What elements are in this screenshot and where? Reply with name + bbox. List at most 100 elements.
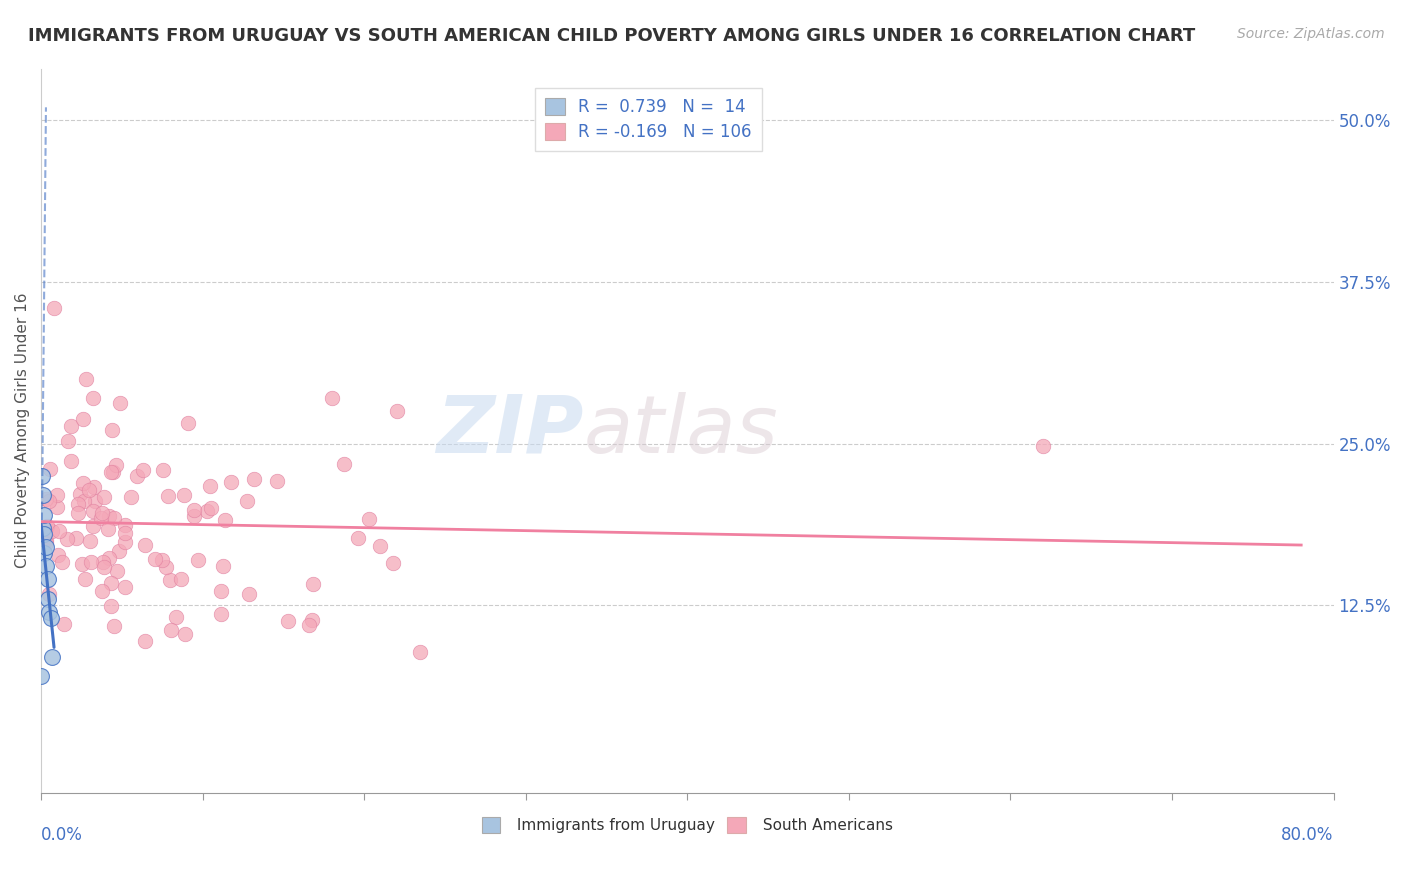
Point bbox=[72, 412, 94, 426]
Text: 80.0%: 80.0% bbox=[1281, 826, 1333, 844]
Point bbox=[93, 560, 115, 574]
Point bbox=[82, 503, 104, 517]
Point bbox=[77, 483, 100, 497]
Point bbox=[209, 583, 232, 598]
Point bbox=[103, 511, 125, 525]
Point bbox=[90, 511, 112, 525]
Point bbox=[114, 534, 136, 549]
Point bbox=[90, 583, 112, 598]
Point bbox=[100, 576, 122, 591]
Point bbox=[56, 533, 79, 547]
Point bbox=[157, 489, 180, 503]
Point bbox=[150, 553, 173, 567]
Point bbox=[58, 434, 80, 448]
Point bbox=[37, 572, 59, 586]
Point bbox=[114, 526, 136, 541]
Point bbox=[82, 391, 104, 405]
Point bbox=[70, 558, 93, 572]
Point bbox=[72, 475, 94, 490]
Text: 0.0%: 0.0% bbox=[41, 826, 83, 844]
Point bbox=[214, 513, 236, 527]
Point bbox=[66, 497, 89, 511]
Point bbox=[159, 573, 181, 587]
Point bbox=[359, 512, 381, 526]
Point bbox=[75, 372, 97, 386]
Point bbox=[127, 468, 149, 483]
Legend:  Immigrants from Uruguay,  South Americans: Immigrants from Uruguay, South Americans bbox=[475, 811, 898, 839]
Point bbox=[108, 396, 131, 410]
Point bbox=[266, 475, 288, 489]
Point bbox=[100, 465, 122, 479]
Point bbox=[48, 524, 70, 539]
Point bbox=[65, 531, 87, 545]
Y-axis label: Child Poverty Among Girls Under 16: Child Poverty Among Girls Under 16 bbox=[15, 293, 30, 568]
Point bbox=[134, 538, 156, 552]
Point bbox=[31, 488, 53, 502]
Point bbox=[152, 463, 174, 477]
Point bbox=[83, 480, 105, 494]
Point bbox=[37, 519, 59, 533]
Point bbox=[173, 627, 195, 641]
Point bbox=[301, 613, 323, 627]
Point bbox=[368, 539, 391, 553]
Text: ZIP: ZIP bbox=[436, 392, 583, 469]
Point bbox=[187, 553, 209, 567]
Point bbox=[198, 479, 221, 493]
Point bbox=[34, 546, 56, 560]
Point bbox=[1032, 439, 1054, 453]
Point bbox=[30, 669, 52, 683]
Point bbox=[277, 614, 299, 628]
Point bbox=[298, 617, 321, 632]
Point bbox=[165, 610, 187, 624]
Point bbox=[385, 404, 408, 418]
Point bbox=[82, 519, 104, 533]
Point bbox=[46, 548, 69, 562]
Point bbox=[212, 559, 235, 574]
Point bbox=[160, 624, 183, 638]
Point bbox=[183, 503, 205, 517]
Point bbox=[34, 527, 56, 541]
Point bbox=[131, 462, 153, 476]
Point bbox=[97, 522, 120, 536]
Point bbox=[31, 520, 53, 534]
Point bbox=[35, 559, 58, 574]
Point bbox=[39, 611, 62, 625]
Point bbox=[38, 587, 60, 601]
Point bbox=[51, 555, 73, 569]
Point bbox=[69, 486, 91, 500]
Point bbox=[103, 618, 125, 632]
Point bbox=[41, 524, 63, 538]
Point bbox=[170, 572, 193, 586]
Point bbox=[243, 472, 266, 486]
Point bbox=[46, 487, 69, 501]
Point bbox=[31, 468, 53, 483]
Point bbox=[90, 506, 112, 520]
Point bbox=[84, 494, 107, 508]
Point bbox=[108, 544, 131, 558]
Point bbox=[155, 560, 177, 574]
Point bbox=[98, 550, 121, 565]
Point bbox=[101, 423, 124, 437]
Point bbox=[177, 416, 200, 430]
Text: IMMIGRANTS FROM URUGUAY VS SOUTH AMERICAN CHILD POVERTY AMONG GIRLS UNDER 16 COR: IMMIGRANTS FROM URUGUAY VS SOUTH AMERICA… bbox=[28, 27, 1195, 45]
Point bbox=[37, 591, 59, 606]
Point bbox=[79, 534, 101, 549]
Point bbox=[107, 564, 129, 578]
Point bbox=[134, 633, 156, 648]
Point bbox=[105, 458, 128, 472]
Point bbox=[302, 576, 325, 591]
Point bbox=[173, 488, 195, 502]
Point bbox=[114, 580, 136, 594]
Point bbox=[236, 494, 259, 508]
Point bbox=[38, 605, 60, 619]
Point bbox=[35, 491, 58, 506]
Point bbox=[183, 508, 205, 523]
Point bbox=[219, 475, 242, 490]
Point bbox=[98, 508, 121, 523]
Point bbox=[321, 391, 343, 405]
Point bbox=[38, 494, 60, 508]
Point bbox=[46, 500, 69, 514]
Point bbox=[195, 504, 218, 518]
Point bbox=[41, 649, 63, 664]
Point bbox=[60, 418, 83, 433]
